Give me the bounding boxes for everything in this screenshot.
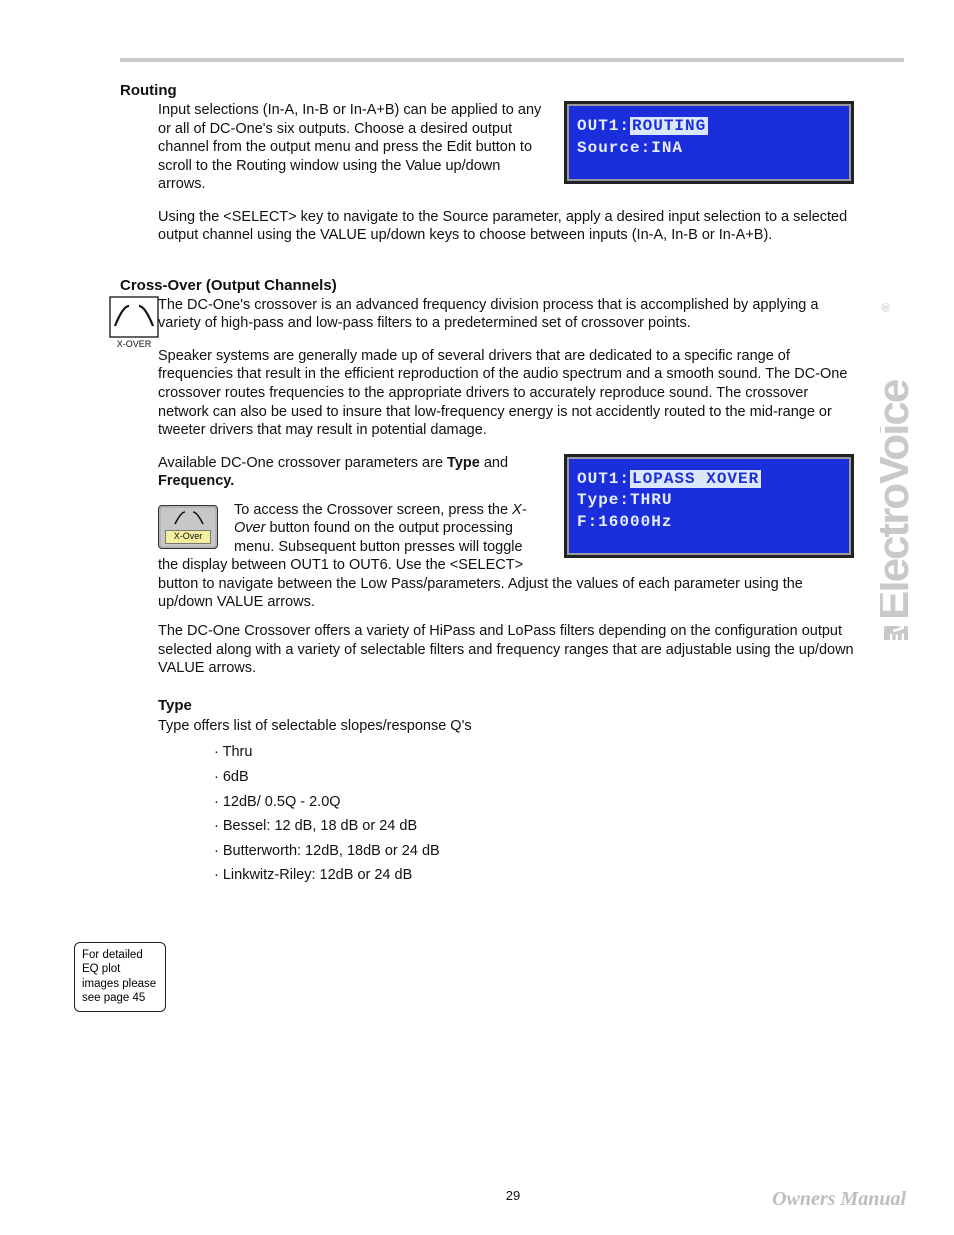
section-crossover: Cross-Over (Output Channels) X-OVER The … xyxy=(120,277,854,678)
lcd-line: Type:THRU xyxy=(577,490,841,512)
lcd-text: OUT1: xyxy=(577,470,630,488)
type-list-item: 12dB/ 0.5Q - 2.0Q xyxy=(214,793,854,812)
page-footer: 29 Owners Manual xyxy=(120,1188,906,1211)
top-horizontal-rule xyxy=(120,58,904,62)
xover-icon-svg xyxy=(109,296,159,338)
lcd-screen-routing: OUT1:ROUTING Source:INA xyxy=(564,101,854,184)
text-bold-frequency: Frequency. xyxy=(158,473,234,489)
lcd-line: OUT1:ROUTING xyxy=(577,116,841,138)
type-list-item: Bessel: 12 dB, 18 dB or 24 dB xyxy=(214,817,854,836)
lcd-text: OUT1: xyxy=(577,117,630,135)
xover-button-icon xyxy=(173,510,205,526)
xover-icon-caption: X-OVER xyxy=(117,339,152,349)
type-list: Thru 6dB 12dB/ 0.5Q - 2.0Q Bessel: 12 dB… xyxy=(214,743,854,884)
section-type: Type Type offers list of selectable slop… xyxy=(120,696,854,885)
section-routing: Routing OUT1:ROUTING Source:INA Input se… xyxy=(120,82,854,259)
lcd-line: F:16000Hz xyxy=(577,512,841,534)
text: To access the Crossover screen, press th… xyxy=(234,502,512,518)
crossover-para-1: The DC-One's crossover is an advanced fr… xyxy=(158,296,854,333)
type-list-item: Thru xyxy=(214,743,854,762)
lcd-highlight: LOPASS XOVER xyxy=(630,470,761,488)
type-list-item: Linkwitz-Riley: 12dB or 24 dB xyxy=(214,866,854,885)
routing-lcd-display: OUT1:ROUTING Source:INA xyxy=(564,101,854,184)
heading-routing: Routing xyxy=(120,82,854,99)
lcd-line: OUT1:LOPASS XOVER xyxy=(577,469,841,491)
type-intro: Type offers list of selectable slopes/re… xyxy=(158,717,854,736)
svg-text:®: ® xyxy=(880,303,893,312)
eq-note-box: For detailed EQ plot images please see p… xyxy=(74,942,166,1012)
lcd-line: Source:INA xyxy=(577,138,841,160)
routing-body: OUT1:ROUTING Source:INA Input selections… xyxy=(158,101,854,259)
crossover-para-5: The DC-One Crossover offers a variety of… xyxy=(158,622,854,678)
xover-button-graphic: X-Over xyxy=(158,505,218,549)
lcd-highlight: ROUTING xyxy=(630,117,708,135)
xover-button-label: X-Over xyxy=(165,530,211,544)
xover-button-body: X-Over xyxy=(158,505,218,549)
type-list-item: Butterworth: 12dB, 18dB or 24 dB xyxy=(214,842,854,861)
type-body: Type Type offers list of selectable slop… xyxy=(158,696,854,885)
lcd-screen-xover: OUT1:LOPASS XOVER Type:THRU F:16000Hz xyxy=(564,454,854,559)
heading-type: Type xyxy=(158,696,854,715)
footer-owners-manual: Owners Manual xyxy=(772,1188,906,1211)
text: and xyxy=(480,455,508,471)
svg-text:Ev: Ev xyxy=(887,621,909,640)
xover-lcd-display: OUT1:LOPASS XOVER Type:THRU F:16000Hz xyxy=(564,454,854,559)
brand-logo: ElectroVoice Ev ® xyxy=(880,270,936,640)
type-list-item: 6dB xyxy=(214,768,854,787)
routing-para-2: Using the <SELECT> key to navigate to th… xyxy=(158,208,854,245)
page-content: Routing OUT1:ROUTING Source:INA Input se… xyxy=(120,82,854,903)
page-number: 29 xyxy=(506,1188,520,1203)
text-bold-type: Type xyxy=(447,455,480,471)
xover-margin-icon: X-OVER xyxy=(106,296,162,351)
text: Available DC-One crossover parameters ar… xyxy=(158,455,447,471)
crossover-body: X-OVER The DC-One's crossover is an adva… xyxy=(158,296,854,678)
brand-logo-text: ElectroVoice xyxy=(880,380,918,620)
crossover-para-2: Speaker systems are generally made up of… xyxy=(158,347,854,440)
heading-crossover: Cross-Over (Output Channels) xyxy=(120,277,854,294)
crossover-row-params: OUT1:LOPASS XOVER Type:THRU F:16000Hz Av… xyxy=(158,454,854,612)
